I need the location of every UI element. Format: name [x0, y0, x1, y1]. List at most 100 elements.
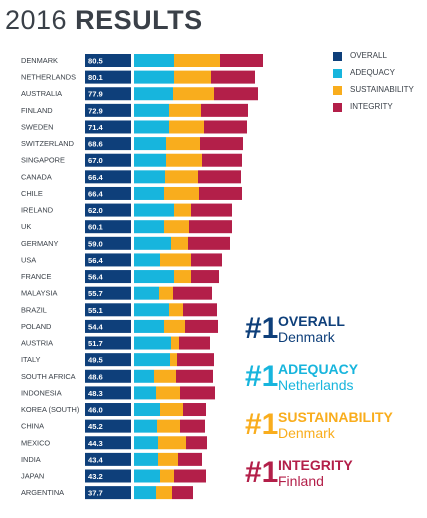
- bar-segment-sustainability: [174, 70, 211, 84]
- bar-segment-sustainability: [166, 137, 200, 151]
- bar-segment-integrity: [200, 137, 243, 151]
- overall-value: 54.4: [88, 322, 104, 331]
- overall-box: [85, 303, 131, 317]
- category-label: MALAYSIA: [21, 289, 57, 298]
- bar-segment-adequacy: [134, 419, 157, 433]
- overall-box: [85, 87, 131, 101]
- overall-value: 66.4: [88, 173, 104, 182]
- bar-segment-sustainability: [158, 436, 186, 450]
- overall-value: 55.7: [88, 289, 103, 298]
- winner-rank: #1: [245, 456, 279, 489]
- overall-value: 43.4: [88, 455, 104, 464]
- overall-value: 80.5: [88, 57, 104, 66]
- bar-segment-sustainability: [174, 54, 220, 67]
- category-label: AUSTRIA: [21, 339, 53, 348]
- bar-segment-adequacy: [134, 270, 174, 284]
- bar-segment-sustainability: [169, 103, 201, 117]
- category-label: INDONESIA: [21, 388, 62, 397]
- winner-category: INTEGRITY: [278, 457, 353, 473]
- bar-segment-sustainability: [164, 220, 189, 234]
- overall-box: [85, 403, 131, 417]
- category-label: MEXICO: [21, 438, 50, 447]
- winner-country: Netherlands: [278, 377, 354, 393]
- bar-segment-integrity: [191, 203, 232, 217]
- bar-segment-adequacy: [134, 153, 166, 167]
- category-label: SWEDEN: [21, 122, 53, 131]
- bar-segment-integrity: [173, 286, 212, 300]
- bar-segment-adequacy: [134, 469, 160, 483]
- bar-segment-sustainability: [169, 120, 204, 134]
- bar-segment-adequacy: [134, 120, 169, 134]
- overall-value: 45.2: [88, 422, 103, 431]
- overall-value: 48.3: [88, 389, 103, 398]
- overall-value: 49.5: [88, 356, 104, 365]
- winner-category: SUSTAINABILITY: [278, 409, 393, 425]
- overall-box: [85, 120, 131, 134]
- bar-segment-adequacy: [134, 369, 154, 383]
- overall-value: 44.3: [88, 439, 103, 448]
- bar-segment-sustainability: [166, 153, 202, 167]
- bar-segment-adequacy: [134, 286, 159, 300]
- bar-segment-sustainability: [160, 469, 174, 483]
- bar-segment-sustainability: [170, 353, 177, 367]
- bar-segment-integrity: [183, 303, 217, 317]
- overall-box: [85, 486, 131, 500]
- bar-segment-adequacy: [134, 452, 158, 466]
- bar-segment-integrity: [176, 369, 213, 383]
- bar-segment-adequacy: [134, 353, 170, 367]
- bar-segment-adequacy: [134, 436, 158, 450]
- overall-box: [85, 186, 131, 200]
- bar-segment-adequacy: [134, 54, 174, 67]
- bar-segment-sustainability: [156, 486, 172, 500]
- overall-box: [85, 353, 131, 367]
- bar-segment-integrity: [220, 54, 263, 67]
- category-label: FINLAND: [21, 106, 53, 115]
- overall-box: [85, 203, 131, 217]
- winner-category: OVERALL: [278, 313, 345, 329]
- overall-box: [85, 220, 131, 234]
- bar-segment-adequacy: [134, 336, 171, 350]
- category-label: CHILE: [21, 189, 43, 198]
- legend-swatch-adequacy: [333, 69, 342, 78]
- overall-box: [85, 369, 131, 383]
- category-label: CHINA: [21, 422, 44, 431]
- overall-box: [85, 236, 131, 250]
- overall-value: 68.6: [88, 140, 103, 149]
- winner-rank: #1: [245, 312, 279, 345]
- bar-segment-sustainability: [169, 303, 183, 317]
- bar-segment-sustainability: [174, 203, 191, 217]
- overall-value: 48.6: [88, 372, 103, 381]
- bar-segment-adequacy: [134, 70, 174, 84]
- bar-segment-adequacy: [134, 203, 174, 217]
- winner-rank: #1: [245, 360, 279, 393]
- overall-box: [85, 270, 131, 284]
- bar-segment-integrity: [180, 419, 205, 433]
- overall-box: [85, 103, 131, 117]
- overall-box: [85, 253, 131, 267]
- overall-value: 80.1: [88, 73, 104, 82]
- overall-box: [85, 170, 131, 184]
- bar-segment-integrity: [191, 253, 222, 267]
- bar-segment-sustainability: [173, 87, 214, 101]
- overall-box: [85, 137, 131, 151]
- winner-rank: #1: [245, 408, 279, 441]
- bar-segment-integrity: [202, 153, 242, 167]
- category-label: POLAND: [21, 322, 51, 331]
- bar-segment-adequacy: [134, 170, 165, 184]
- legend-swatch-sustainability: [333, 86, 342, 95]
- bar-segment-adequacy: [134, 486, 156, 500]
- bar-segment-adequacy: [134, 303, 169, 317]
- bar-segment-integrity: [204, 120, 247, 134]
- bar-segment-sustainability: [171, 236, 188, 250]
- overall-value: 67.0: [88, 156, 103, 165]
- bar-segment-sustainability: [156, 386, 180, 400]
- bar-segment-integrity: [185, 319, 218, 333]
- category-label: NETHERLANDS: [21, 73, 76, 82]
- category-label: DENMARK: [21, 56, 58, 65]
- overall-box: [85, 70, 131, 84]
- bar-segment-integrity: [211, 70, 255, 84]
- overall-box: [85, 336, 131, 350]
- legend-swatch-integrity: [333, 103, 342, 112]
- bar-segment-integrity: [214, 87, 258, 101]
- category-label: AUSTRALIA: [21, 89, 62, 98]
